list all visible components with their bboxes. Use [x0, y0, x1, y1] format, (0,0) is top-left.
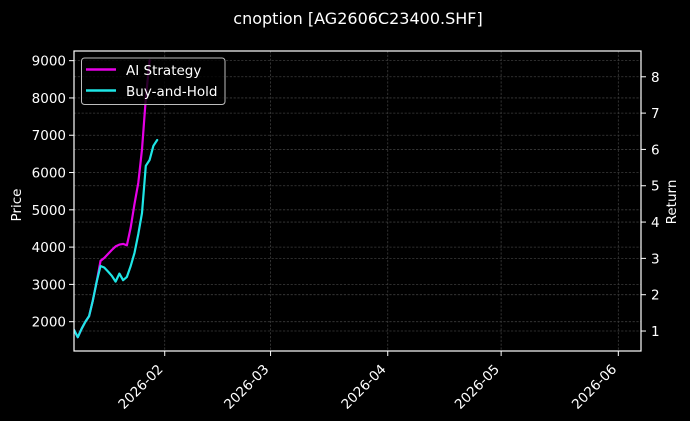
y-tick-label-left: 3000	[32, 277, 66, 293]
y-tick-label-left: 8000	[32, 91, 66, 107]
y-tick-label-right: 6	[651, 142, 660, 158]
y-tick-label-left: 4000	[32, 240, 66, 256]
y-tick-label-left: 6000	[32, 166, 66, 182]
series-line-buy-and-hold	[74, 138, 159, 339]
y-tick-label-right: 5	[651, 179, 660, 195]
y-tick-label-left: 7000	[32, 128, 66, 144]
chart-title: cnoption [AG2606C23400.SHF]	[233, 9, 482, 28]
y-tick-label-right: 3	[651, 251, 660, 267]
y-tick-label-right: 2	[651, 288, 660, 304]
plot-frame	[73, 50, 642, 352]
y-tick-label-left: 9000	[32, 54, 66, 70]
y-axis-label-price: Price	[9, 189, 25, 222]
y-axis-right: 1 2 3 4 5 6 7 8	[641, 70, 660, 340]
grid	[74, 51, 641, 351]
y-axis-label-return: Return	[664, 180, 680, 225]
legend-label-buy-and-hold: Buy-and-Hold	[126, 84, 217, 100]
y-tick-label-right: 1	[651, 324, 660, 340]
legend-label-ai-strategy: AI Strategy	[126, 63, 201, 79]
plot-series	[74, 59, 159, 339]
y-axis-left: 2000 3000 4000 5000 6000 7000 8000 9000	[32, 54, 74, 331]
legend-box	[81, 57, 226, 105]
y-tick-label-right: 7	[651, 106, 660, 122]
y-tick-label-right: 8	[651, 70, 660, 86]
y-tick-label-left: 2000	[32, 315, 66, 331]
y-tick-label-left: 5000	[32, 203, 66, 219]
y-tick-label-right: 4	[651, 215, 660, 231]
legend: AI Strategy Buy-and-Hold	[81, 57, 226, 105]
